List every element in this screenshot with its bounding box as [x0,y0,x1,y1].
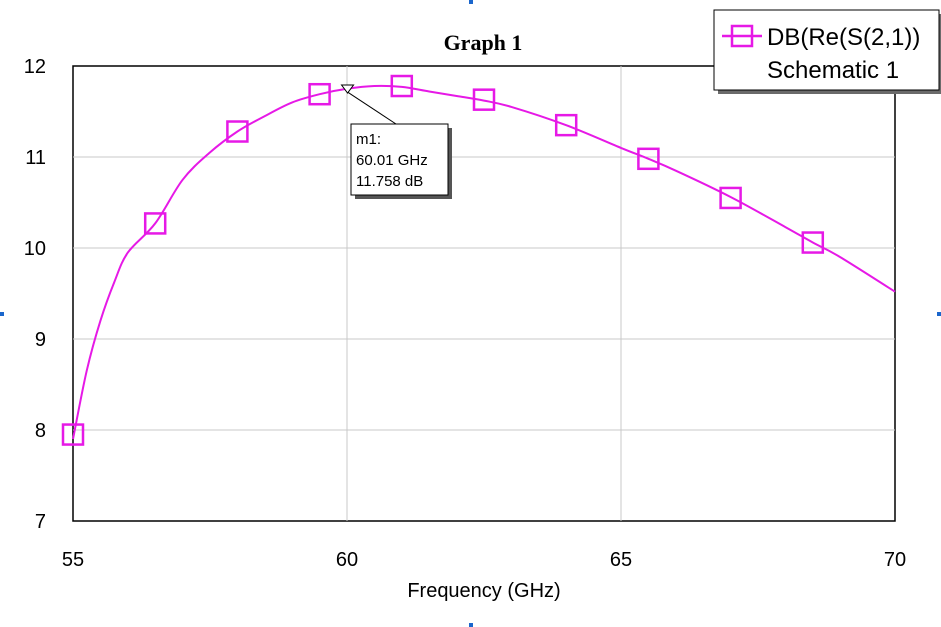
legend-square-marker-icon [730,24,754,48]
x-axis-label: Frequency (GHz) [407,580,560,602]
handle-bottom [469,623,473,627]
series-marker [390,74,414,98]
legend[interactable]: DB(Re(S(2,1)) Schematic 1 [713,9,941,94]
annotation-leader [347,91,397,125]
legend-box [713,9,940,91]
marker-annotation[interactable]: m1: 60.01 GHz 11.758 dB [340,84,452,199]
series-marker [637,147,660,171]
series-marker [308,82,331,106]
handle-left [0,312,4,316]
annotation-box[interactable] [350,123,449,196]
series-line [72,84,896,440]
y-tick-label: 10 [24,238,46,260]
x-tick-label: 65 [610,549,632,571]
series-marker [472,88,496,111]
handle-right [937,312,941,316]
x-tick-label: 60 [336,549,358,571]
x-tick-label: 55 [62,549,84,571]
handle-top [469,0,473,4]
annotation-frequency: 60.01 GHz [356,152,428,169]
y-tick-label: 9 [35,329,46,351]
series-marker [554,113,578,137]
series-marker [719,186,742,210]
chart-title: Graph 1 [444,30,523,55]
legend-series-name: DB(Re(S(2,1)) [767,24,920,51]
series-marker [801,231,825,254]
y-tick-label: 7 [35,511,46,533]
grid [73,66,895,521]
y-axis-ticks: 7 8 9 10 11 12 [24,56,46,533]
y-tick-label: 11 [25,147,46,169]
series-marker [143,212,167,235]
series-markers [61,74,825,446]
series-marker [61,423,85,446]
y-tick-label: 12 [24,56,46,78]
legend-series-source: Schematic 1 [767,57,899,84]
marker-triangle-icon[interactable] [340,84,355,94]
annotation-value: 11.758 dB [356,173,423,190]
series-marker [226,120,249,143]
x-tick-label: 70 [884,549,906,571]
annotation-label: m1: [356,131,381,148]
y-tick-label: 8 [35,420,46,442]
x-axis-ticks: 55 60 65 70 [62,549,906,571]
plot-frame [72,65,896,522]
